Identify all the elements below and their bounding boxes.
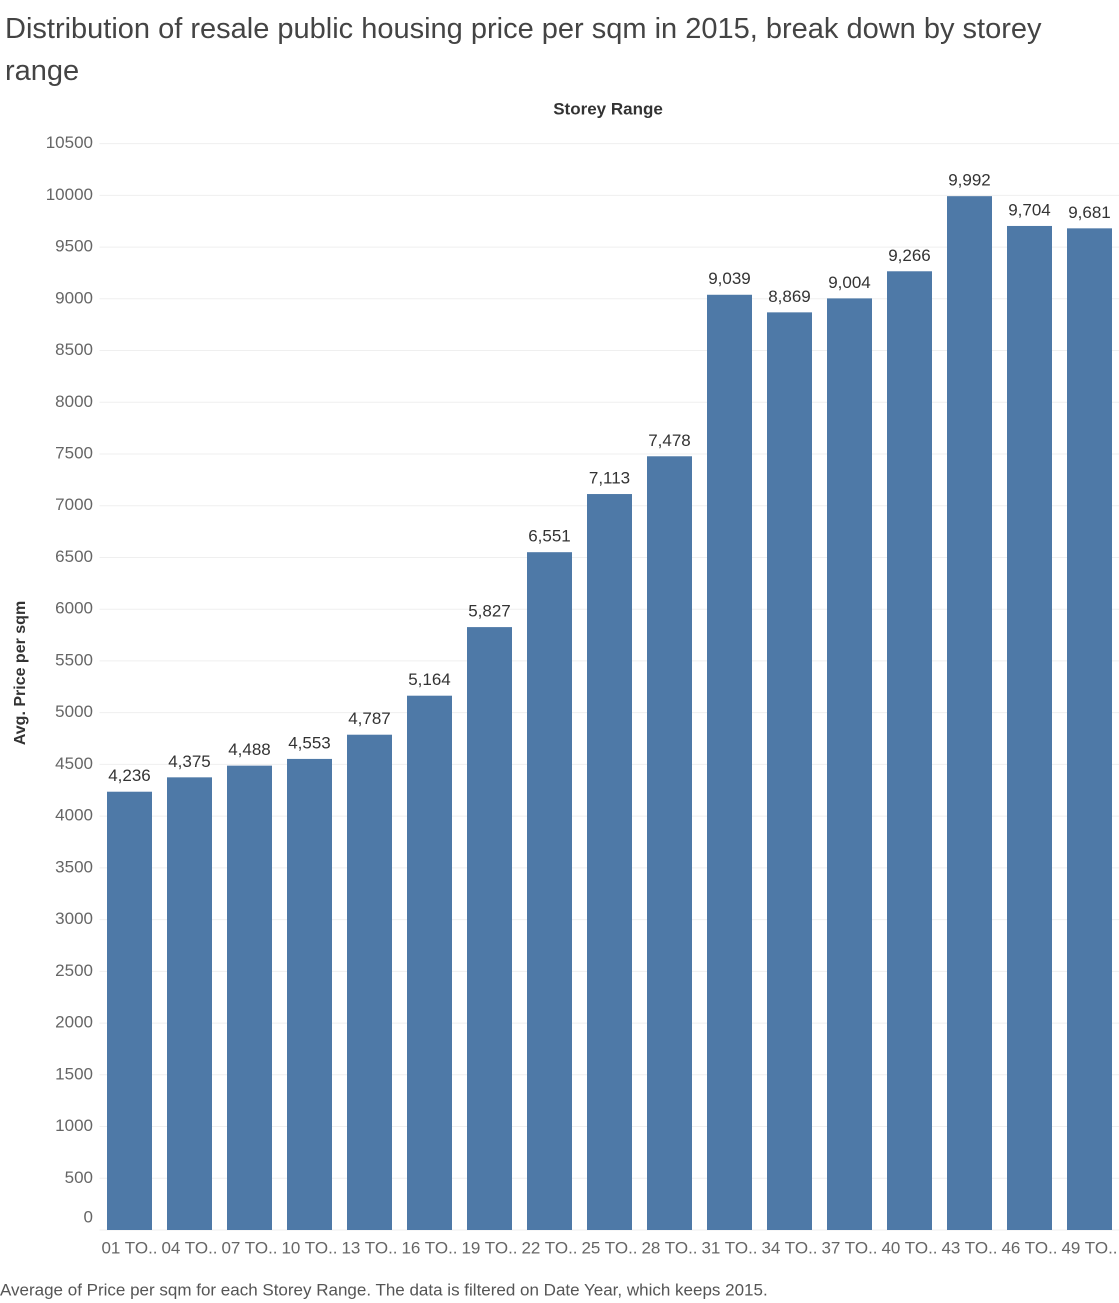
x-tick-label: 16 TO.. <box>401 1238 457 1257</box>
bar <box>647 456 692 1231</box>
x-tick-label: 22 TO.. <box>521 1238 577 1257</box>
bar <box>1067 228 1112 1230</box>
data-label: 7,113 <box>589 469 630 488</box>
chart-title: Distribution of resale public housing pr… <box>5 13 1042 87</box>
bar <box>587 494 632 1230</box>
bar <box>107 791 152 1230</box>
x-tick-label: 04 TO.. <box>161 1238 217 1257</box>
data-label: 4,553 <box>288 733 331 752</box>
y-tick-label: 8500 <box>55 340 93 359</box>
data-label: 7,478 <box>648 431 691 450</box>
bar <box>287 758 332 1230</box>
data-label: 9,681 <box>1068 203 1111 222</box>
bar <box>227 765 272 1230</box>
header: Storey Range <box>553 99 663 118</box>
bar <box>707 294 752 1231</box>
data-label: 4,488 <box>228 740 271 759</box>
x-tick-label: 40 TO.. <box>881 1238 937 1257</box>
x-tick-label: 25 TO.. <box>581 1238 637 1257</box>
y-axis-title: Avg. Price per sqm <box>12 601 29 745</box>
y-tick-label: 5500 <box>55 650 93 669</box>
y-tick-label: 9000 <box>55 288 93 307</box>
y-tick-label: 500 <box>65 1168 93 1187</box>
x-tick-label: 49 TO.. <box>1061 1238 1117 1257</box>
y-tick-label: 9500 <box>55 237 93 256</box>
x-tick-label: 10 TO.. <box>281 1238 337 1257</box>
x-tick-label: 43 TO.. <box>941 1238 997 1257</box>
bar <box>1007 225 1052 1230</box>
data-label: 4,787 <box>348 709 391 728</box>
y-tick-label: 1500 <box>55 1064 93 1083</box>
bar <box>527 552 572 1230</box>
bar <box>827 298 872 1231</box>
data-label: 5,164 <box>408 670 451 689</box>
data-label: 9,039 <box>708 269 751 288</box>
bar <box>887 271 932 1231</box>
bar <box>347 734 392 1230</box>
x-tick-label: 07 TO.. <box>221 1238 277 1257</box>
x-tick-label: 34 TO.. <box>761 1238 817 1257</box>
y-tick-label: 2500 <box>55 961 93 980</box>
y-tick-label: 7500 <box>55 443 93 462</box>
x-tick-label: 28 TO.. <box>641 1238 697 1257</box>
x-tick-label: 46 TO.. <box>1001 1238 1057 1257</box>
caption: Average of Price per sqm for each Storey… <box>0 1280 768 1299</box>
y-tick-label: 3500 <box>55 857 93 876</box>
data-label: 9,992 <box>948 171 991 190</box>
y-tick-label: 5000 <box>55 702 93 721</box>
y-tick-label: 4500 <box>55 754 93 773</box>
data-label: 9,004 <box>828 273 871 292</box>
x-tick-label: 13 TO.. <box>341 1238 397 1257</box>
y-tick-label: 10500 <box>46 133 93 152</box>
data-label: 9,266 <box>888 246 931 265</box>
bar <box>467 627 512 1230</box>
data-label: 4,375 <box>168 752 211 771</box>
y-tick-label: 3000 <box>55 909 93 928</box>
data-label: 5,827 <box>468 602 511 621</box>
x-tick-label: 19 TO.. <box>461 1238 517 1257</box>
y-tick-label: 8000 <box>55 392 93 411</box>
x-tick-label: 01 TO.. <box>101 1238 157 1257</box>
bar <box>407 695 452 1230</box>
bar <box>947 196 992 1230</box>
y-tick-label: 6000 <box>55 599 93 618</box>
y-tick-label: 2000 <box>55 1013 93 1032</box>
y-tick-label: 4000 <box>55 806 93 825</box>
y-tick-label: 7000 <box>55 495 93 514</box>
y-tick-label: 6500 <box>55 547 93 566</box>
y-tick-label: 10000 <box>46 185 93 204</box>
bar <box>167 777 212 1230</box>
x-tick-label: 37 TO.. <box>821 1238 877 1257</box>
y-tick-label: 1000 <box>55 1116 93 1135</box>
x-tick-label: 31 TO.. <box>701 1238 757 1257</box>
data-label: 9,704 <box>1008 200 1051 219</box>
bar <box>767 312 812 1230</box>
data-label: 4,236 <box>108 766 151 785</box>
y-tick-label: 0 <box>84 1207 93 1226</box>
data-label: 6,551 <box>528 527 571 546</box>
data-label: 8,869 <box>768 287 811 306</box>
